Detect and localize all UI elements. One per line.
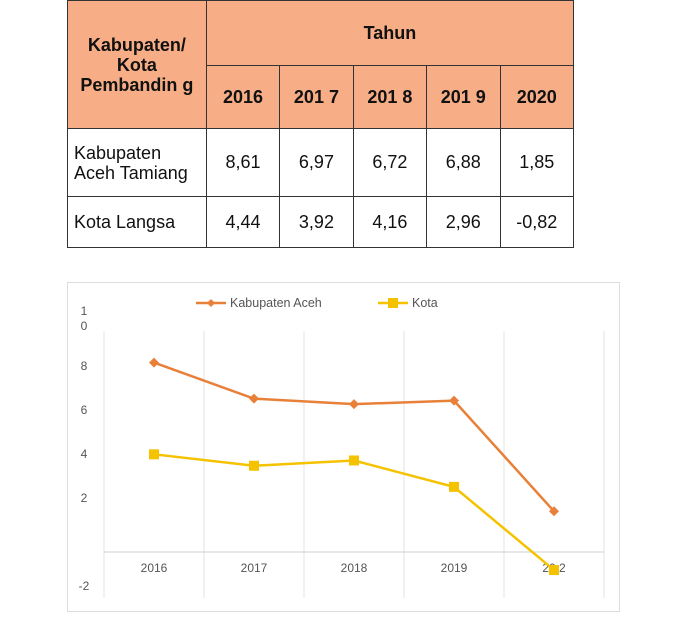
x-tick-label: 2017 bbox=[241, 561, 268, 575]
x-tick-label: 2016 bbox=[141, 561, 168, 575]
y-tick-label: 6 bbox=[81, 403, 88, 417]
data-point bbox=[149, 357, 159, 368]
header-year-group: Tahun bbox=[205, 0, 575, 66]
y-tick-label: 8 bbox=[81, 359, 88, 373]
value-cell: 6,72 bbox=[352, 128, 428, 197]
table-row: Kabupaten Aceh Tamiang 8,61 6,97 6,72 6,88 1,… bbox=[67, 128, 574, 197]
value-cell: 2,96 bbox=[426, 196, 501, 248]
data-point bbox=[349, 455, 359, 466]
data-point bbox=[449, 395, 459, 406]
data-point bbox=[449, 481, 459, 492]
header-year: 201 8 bbox=[352, 65, 428, 129]
data-point bbox=[249, 460, 259, 471]
data-point bbox=[349, 399, 359, 410]
value-cell: 3,92 bbox=[279, 196, 354, 248]
header-year: 201 9 bbox=[426, 65, 501, 129]
data-point bbox=[149, 449, 159, 460]
header-region: Kabupaten/ Kota Pembandin g bbox=[67, 0, 207, 129]
y-tick-label: 2 bbox=[81, 491, 88, 505]
table-row: Kota Langsa 4,44 3,92 4,16 2,96 -0,82 bbox=[67, 196, 574, 248]
series-line bbox=[153, 361, 555, 513]
value-cell: 6,88 bbox=[426, 128, 501, 197]
legend-marker bbox=[207, 299, 215, 307]
value-cell: 4,16 bbox=[352, 196, 428, 248]
data-point bbox=[549, 565, 559, 576]
value-cell: 8,61 bbox=[205, 128, 281, 197]
legend-label: Kota bbox=[412, 296, 438, 310]
header-year: 2016 bbox=[205, 65, 281, 129]
x-tick-label: 2018 bbox=[341, 561, 368, 575]
value-cell: -0,82 bbox=[499, 196, 574, 248]
header-year: 201 7 bbox=[279, 65, 354, 129]
y-tick-label: 4 bbox=[81, 447, 88, 461]
y-tick-label: -2 bbox=[79, 579, 90, 593]
data-point bbox=[249, 393, 259, 404]
legend-label: Kabupaten Aceh bbox=[230, 296, 322, 310]
legend-marker bbox=[388, 298, 398, 308]
x-tick-label: 2019 bbox=[441, 561, 468, 575]
value-cell: 4,44 bbox=[205, 196, 281, 248]
data-point bbox=[549, 506, 559, 517]
value-cell: 6,97 bbox=[279, 128, 354, 197]
data-table: Kabupaten/ Kota Pembandin g Tahun 2016 20… bbox=[67, 0, 575, 248]
row-name: Kota Langsa bbox=[67, 196, 207, 248]
row-name: Kabupaten Aceh Tamiang bbox=[67, 128, 207, 197]
series-line bbox=[153, 453, 555, 572]
header-year: 2020 bbox=[499, 65, 574, 129]
value-cell: 1,85 bbox=[499, 128, 574, 197]
